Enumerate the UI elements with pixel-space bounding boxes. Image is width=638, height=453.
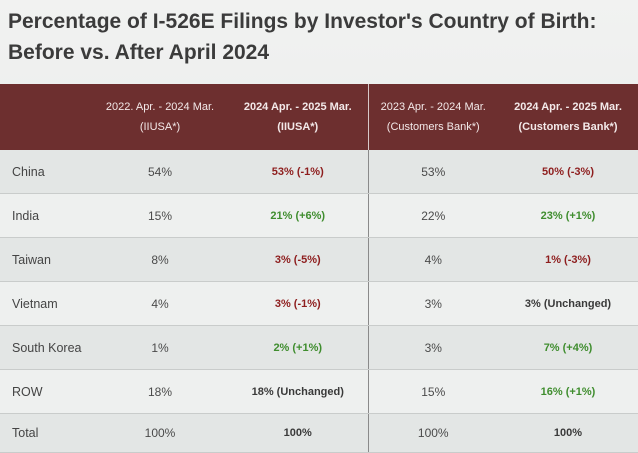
table-row: Taiwan 8% 3% (-5%) 4% 1% (-3%): [0, 237, 638, 282]
header-iiusa-before: 2022. Apr. - 2024 Mar. (IIUSA*): [92, 84, 228, 150]
page-title: Percentage of I-526E Filings by Investor…: [8, 6, 608, 68]
table-row: South Korea 1% 2% (+1%) 3% 7% (+4%): [0, 325, 638, 370]
title-line-1: Percentage of I-526E Filings by Investor…: [8, 10, 597, 33]
total-bank-before: 100%: [367, 413, 498, 453]
cell-bank-before: 22%: [367, 193, 498, 238]
cell-iiusa-after: 2% (+1%): [228, 325, 368, 370]
cell-iiusa-after: 53% (-1%): [228, 150, 368, 194]
total-row: Total 100% 100% 100% 100%: [0, 413, 638, 453]
cell-bank-after: 3% (Unchanged): [498, 281, 638, 326]
filings-table: 2022. Apr. - 2024 Mar. (IIUSA*) 2024 Apr…: [0, 84, 638, 453]
cell-bank-before: 3%: [367, 281, 498, 326]
row-label: Vietnam: [0, 281, 92, 326]
cell-bank-before: 53%: [367, 150, 498, 194]
cell-bank-after: 7% (+4%): [498, 325, 638, 370]
table-row: ROW 18% 18% (Unchanged) 15% 16% (+1%): [0, 369, 638, 414]
total-iiusa-before: 100%: [92, 413, 228, 453]
header-bank-before: 2023 Apr. - 2024 Mar. (Customers Bank*): [367, 84, 498, 150]
cell-iiusa-before: 15%: [92, 193, 228, 238]
row-label: China: [0, 150, 92, 194]
row-label: India: [0, 193, 92, 238]
cell-bank-after: 1% (-3%): [498, 237, 638, 282]
header-bank-after: 2024 Apr. - 2025 Mar. (Customers Bank*): [498, 84, 638, 150]
cell-iiusa-after: 21% (+6%): [228, 193, 368, 238]
title-line-2: Before vs. After April 2024: [8, 41, 270, 64]
total-iiusa-after: 100%: [228, 413, 368, 453]
total-label: Total: [0, 413, 92, 453]
cell-iiusa-before: 1%: [92, 325, 228, 370]
cell-iiusa-after: 18% (Unchanged): [228, 369, 368, 414]
table-header-row: 2022. Apr. - 2024 Mar. (IIUSA*) 2024 Apr…: [0, 84, 638, 150]
cell-bank-after: 50% (-3%): [498, 150, 638, 194]
row-label: South Korea: [0, 325, 92, 370]
cell-bank-before: 15%: [367, 369, 498, 414]
cell-iiusa-after: 3% (-5%): [228, 237, 368, 282]
cell-iiusa-before: 18%: [92, 369, 228, 414]
cell-bank-after: 23% (+1%): [498, 193, 638, 238]
cell-bank-before: 3%: [367, 325, 498, 370]
total-bank-after: 100%: [498, 413, 638, 453]
header-country: [0, 84, 92, 150]
header-iiusa-after: 2024 Apr. - 2025 Mar. (IIUSA*): [228, 84, 368, 150]
cell-iiusa-before: 4%: [92, 281, 228, 326]
table-row: Vietnam 4% 3% (-1%) 3% 3% (Unchanged): [0, 281, 638, 326]
table-row: India 15% 21% (+6%) 22% 23% (+1%): [0, 193, 638, 238]
cell-iiusa-before: 8%: [92, 237, 228, 282]
row-label: Taiwan: [0, 237, 92, 282]
cell-iiusa-before: 54%: [92, 150, 228, 194]
cell-bank-after: 16% (+1%): [498, 369, 638, 414]
cell-bank-before: 4%: [367, 237, 498, 282]
row-label: ROW: [0, 369, 92, 414]
cell-iiusa-after: 3% (-1%): [228, 281, 368, 326]
table-row: China 54% 53% (-1%) 53% 50% (-3%): [0, 150, 638, 194]
